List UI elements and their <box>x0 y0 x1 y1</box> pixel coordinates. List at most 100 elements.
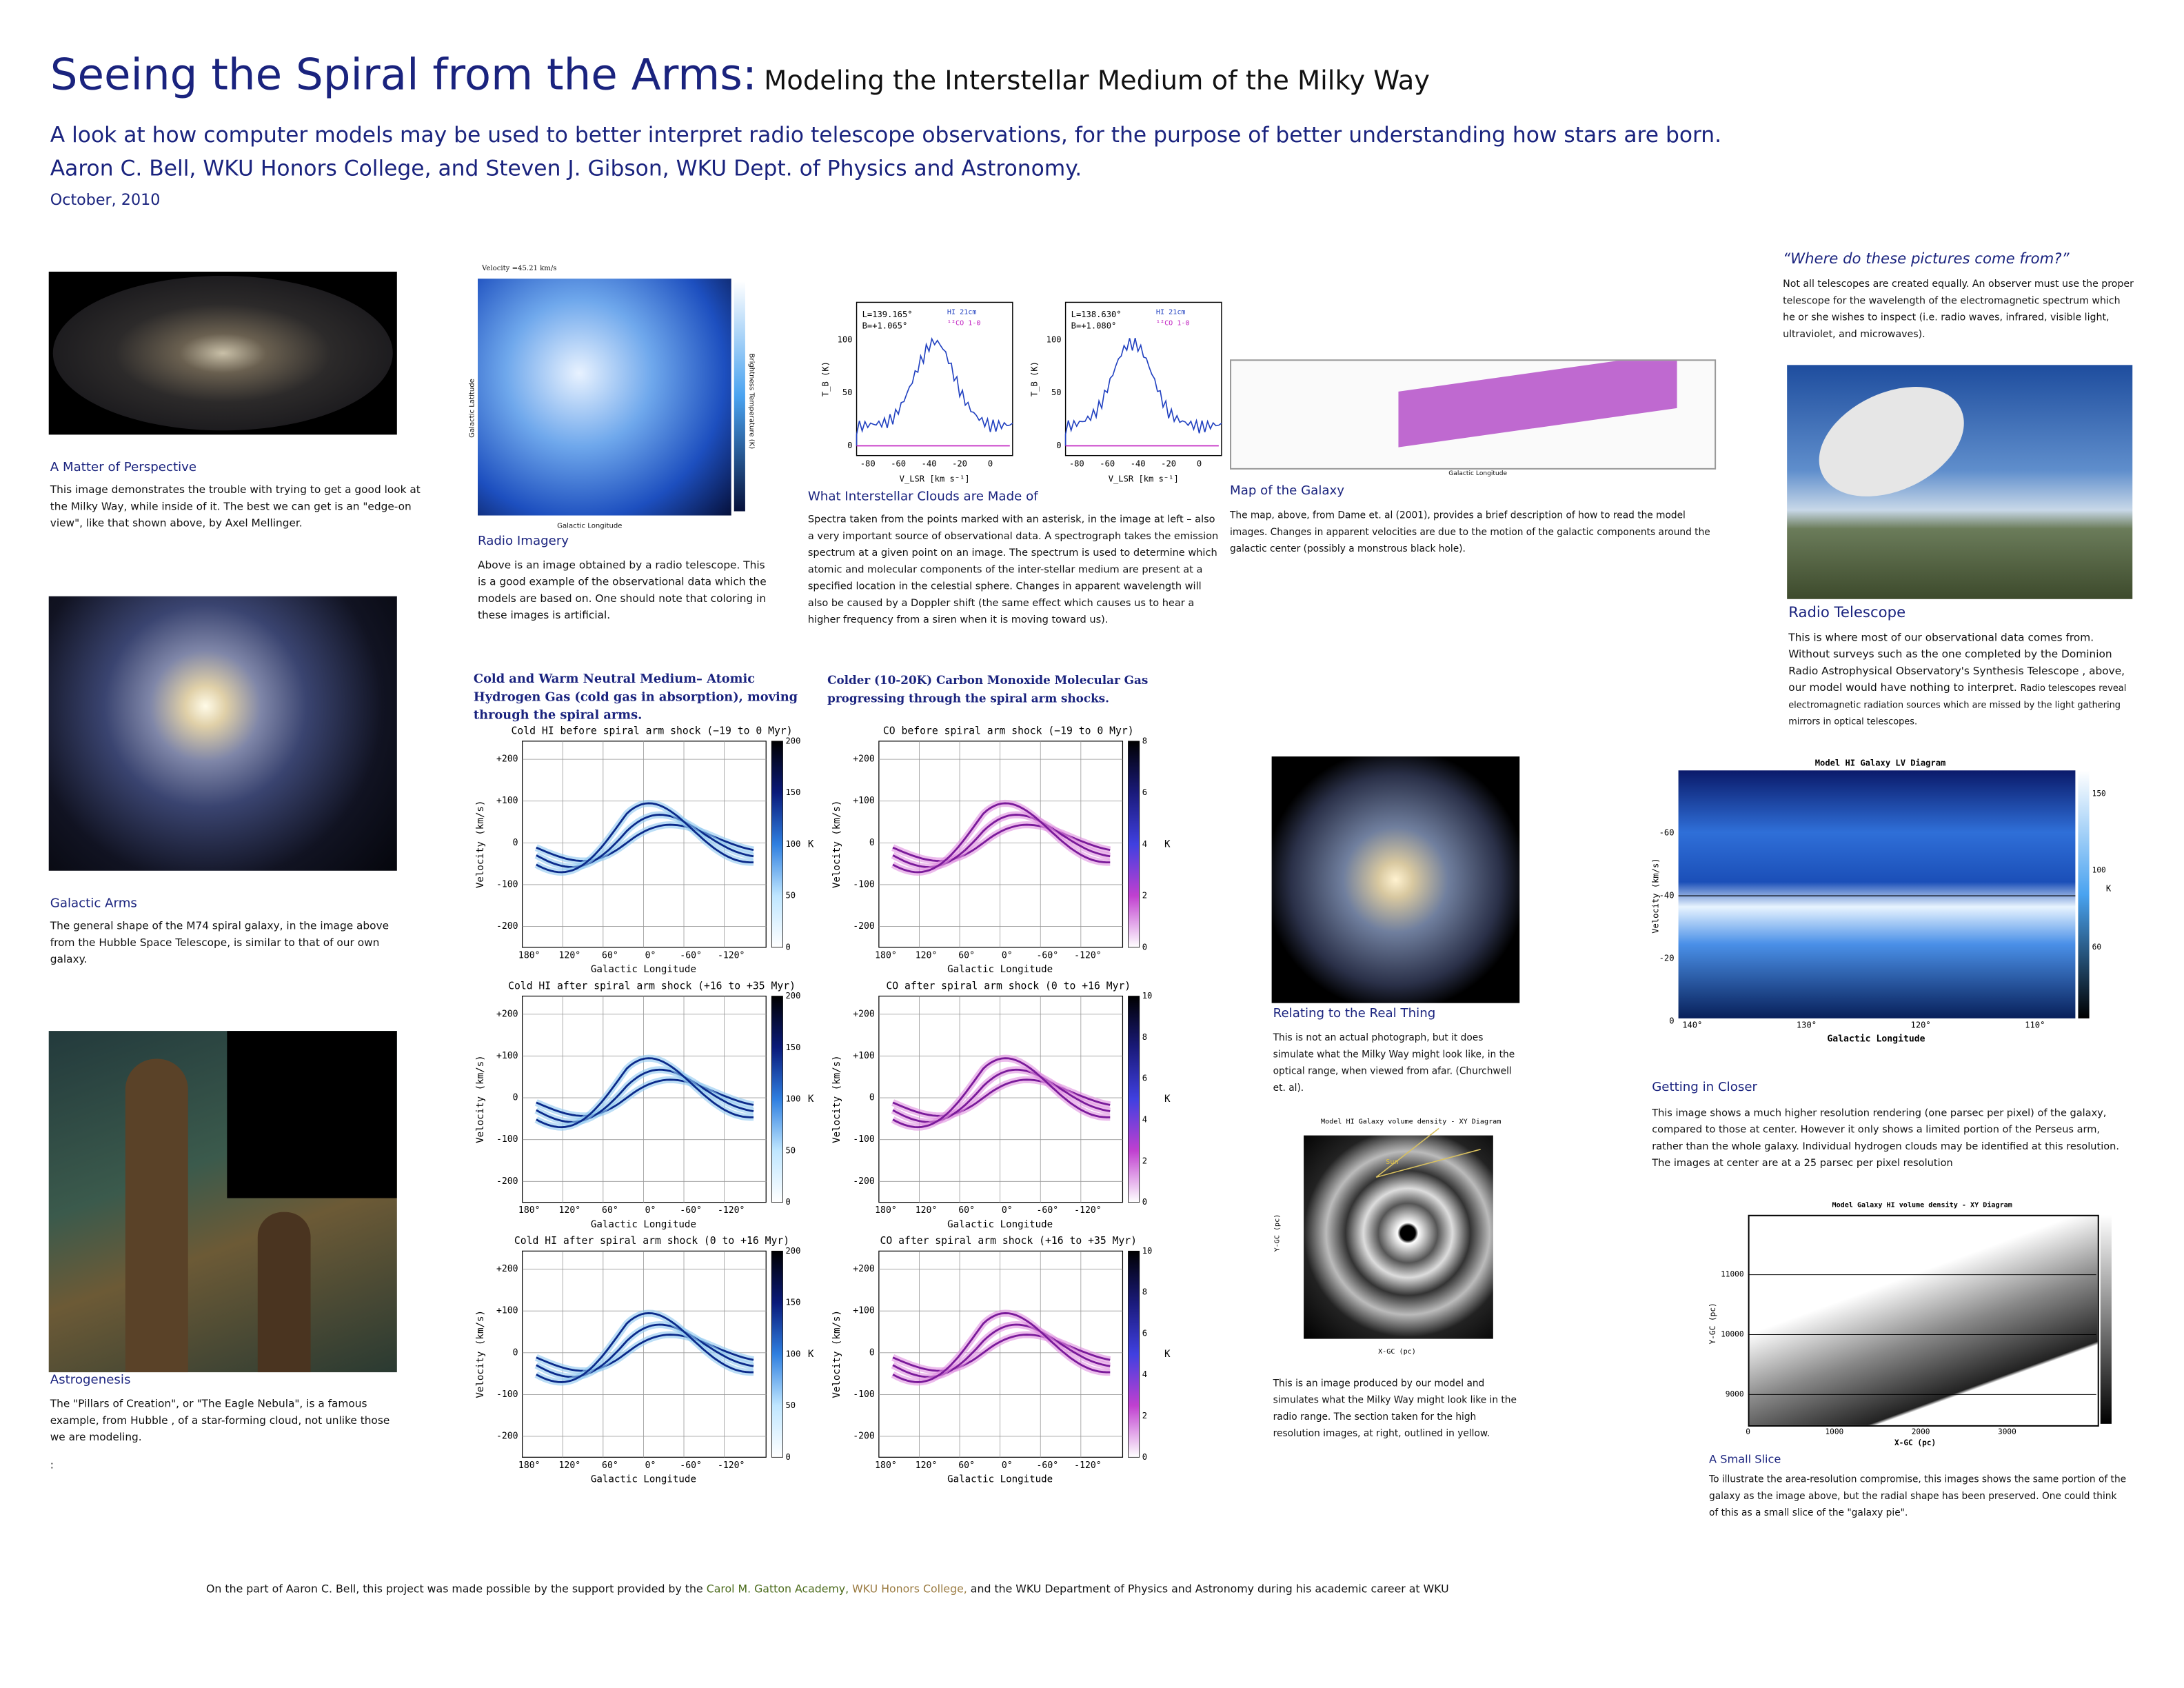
axis-label: Galactic Longitude <box>1448 470 1508 478</box>
section-body: The map, above, from Dame et. al (2001),… <box>1230 510 1710 555</box>
label: -60° <box>1037 1205 1059 1216</box>
milky-way-artist-image <box>1271 756 1520 1003</box>
emission-core <box>892 802 1111 874</box>
label: -120° <box>1074 1460 1102 1471</box>
label: K <box>808 1094 814 1105</box>
velocity-panel: Cold HI after spiral arm shock (0 to +16… <box>475 1235 814 1485</box>
section-heading: Astrogenesis <box>50 1374 131 1388</box>
footer-text: WKU Honors College, <box>852 1582 967 1596</box>
label: 120° <box>559 1460 581 1471</box>
label: 0 <box>786 942 791 952</box>
label: 200 <box>786 991 801 1001</box>
label: 10000 <box>1721 1330 1743 1339</box>
xy-small-image <box>1304 1135 1493 1339</box>
section-body: This is an image produced by our model a… <box>1273 1378 1517 1440</box>
highlight-outline <box>1375 1127 1481 1178</box>
label: B=+1.065° <box>862 321 908 330</box>
colorbar <box>1128 996 1140 1203</box>
colorbar <box>1128 741 1140 948</box>
label: 0 <box>786 1452 791 1462</box>
label: V_LSR [km s⁻¹] <box>1109 474 1179 484</box>
footer: On the part of Aaron C. Bell, this proje… <box>206 1582 1449 1595</box>
title: Seeing the Spiral from the Arms: Modelin… <box>50 50 1430 101</box>
label: +200 <box>853 1009 875 1019</box>
emission-core <box>892 1078 1111 1117</box>
label: -200 <box>853 921 875 932</box>
label: L=138.630° <box>1071 310 1122 319</box>
label: 100 <box>2092 866 2106 875</box>
part <box>125 1058 188 1373</box>
emission-core <box>536 1078 754 1117</box>
plot-frame <box>1064 301 1222 456</box>
label: Galactic Longitude <box>591 1219 696 1230</box>
label: 120° <box>916 950 938 961</box>
label: 180° <box>518 1205 540 1216</box>
label: K <box>808 1349 814 1360</box>
label: V_LSR [km s⁻¹] <box>900 474 970 484</box>
label: ¹²CO 1-0 <box>947 320 981 328</box>
label: -40 <box>1659 891 1675 901</box>
section-extra: : <box>50 1458 54 1471</box>
label: +200 <box>853 754 875 765</box>
label: T_B (K) <box>1030 361 1040 396</box>
footer-text: Carol M. Gatton Academy, <box>706 1582 849 1596</box>
label: X-GC (pc) <box>1894 1438 1936 1447</box>
label: HI 21cm <box>1156 309 1186 316</box>
label: 0 <box>1142 1452 1147 1462</box>
label: -80 <box>860 459 876 468</box>
label: 11000 <box>1721 1270 1743 1279</box>
label: 3000 <box>1998 1427 2016 1436</box>
axis-label: Galactic Latitude <box>468 379 477 438</box>
label: 4 <box>1142 1114 1147 1124</box>
label: 180° <box>518 950 540 961</box>
label: 0 <box>1669 1016 1674 1025</box>
galaxy-map-image <box>1230 359 1717 470</box>
label: 0° <box>1002 1460 1013 1471</box>
label: 8 <box>1142 1287 1147 1297</box>
m74-image <box>48 596 397 871</box>
label: Velocity (km/s) <box>831 1310 842 1398</box>
axis-label: Galactic Longitude <box>557 522 623 531</box>
label: Y-GC (pc) <box>1274 1214 1282 1252</box>
label: K <box>1164 1094 1171 1105</box>
label: 180° <box>875 1460 897 1471</box>
label: -60 <box>1659 828 1675 838</box>
label: 100 <box>786 839 801 849</box>
label: 2 <box>1142 1411 1147 1420</box>
milky-way-image <box>48 271 397 435</box>
label: Galactic Longitude <box>947 964 1053 975</box>
label: 2 <box>1142 891 1147 901</box>
title-main: Seeing the Spiral from the Arms: <box>50 50 757 101</box>
xy-big-colorbar <box>2100 1214 2112 1424</box>
hi-caption: Cold and Warm Neutral Medium– Atomic Hyd… <box>473 672 798 723</box>
label: 0 <box>988 459 993 468</box>
label: -100 <box>853 1134 875 1145</box>
section-body: The "Pillars of Creation", or "The Eagle… <box>50 1397 390 1444</box>
label: Velocity (km/s) <box>475 801 486 889</box>
velocity-panel: CO before spiral arm shock (−19 to 0 Myr… <box>831 725 1171 975</box>
footer-text: On the part of Aaron C. Bell, this proje… <box>206 1582 703 1596</box>
label: CO after spiral arm shock (0 to +16 Myr) <box>886 980 1131 992</box>
label: 0 <box>869 1347 875 1358</box>
section-heading: “Where do these pictures come from?” <box>1783 250 2070 268</box>
label: 10 <box>1142 1246 1153 1256</box>
label: 180° <box>875 950 897 961</box>
section-body: This is not an actual photograph, but it… <box>1273 1032 1515 1094</box>
label: 0 <box>1142 942 1147 952</box>
authors: Aaron C. Bell, WKU Honors College, and S… <box>50 156 1082 181</box>
section-body: To illustrate the area-resolution compro… <box>1709 1474 2127 1519</box>
label: 120° <box>916 1460 938 1471</box>
section-body: This image demonstrates the trouble with… <box>50 483 421 530</box>
label: 0 <box>1056 441 1061 450</box>
section-small: Radio telescopes reveal electromagnetic … <box>1788 682 2127 727</box>
section-heading: Relating to the Real Thing <box>1273 1007 1436 1021</box>
label: -200 <box>496 921 518 932</box>
label: 0 <box>513 838 518 848</box>
label: -40 <box>922 459 937 468</box>
section-heading: Getting in Closer <box>1652 1081 1758 1096</box>
label: Y-GC (pc) <box>1708 1303 1717 1344</box>
date: October, 2010 <box>50 190 161 210</box>
label: 200 <box>786 1246 801 1256</box>
label: -100 <box>496 879 518 890</box>
label: -120° <box>1074 1205 1102 1216</box>
